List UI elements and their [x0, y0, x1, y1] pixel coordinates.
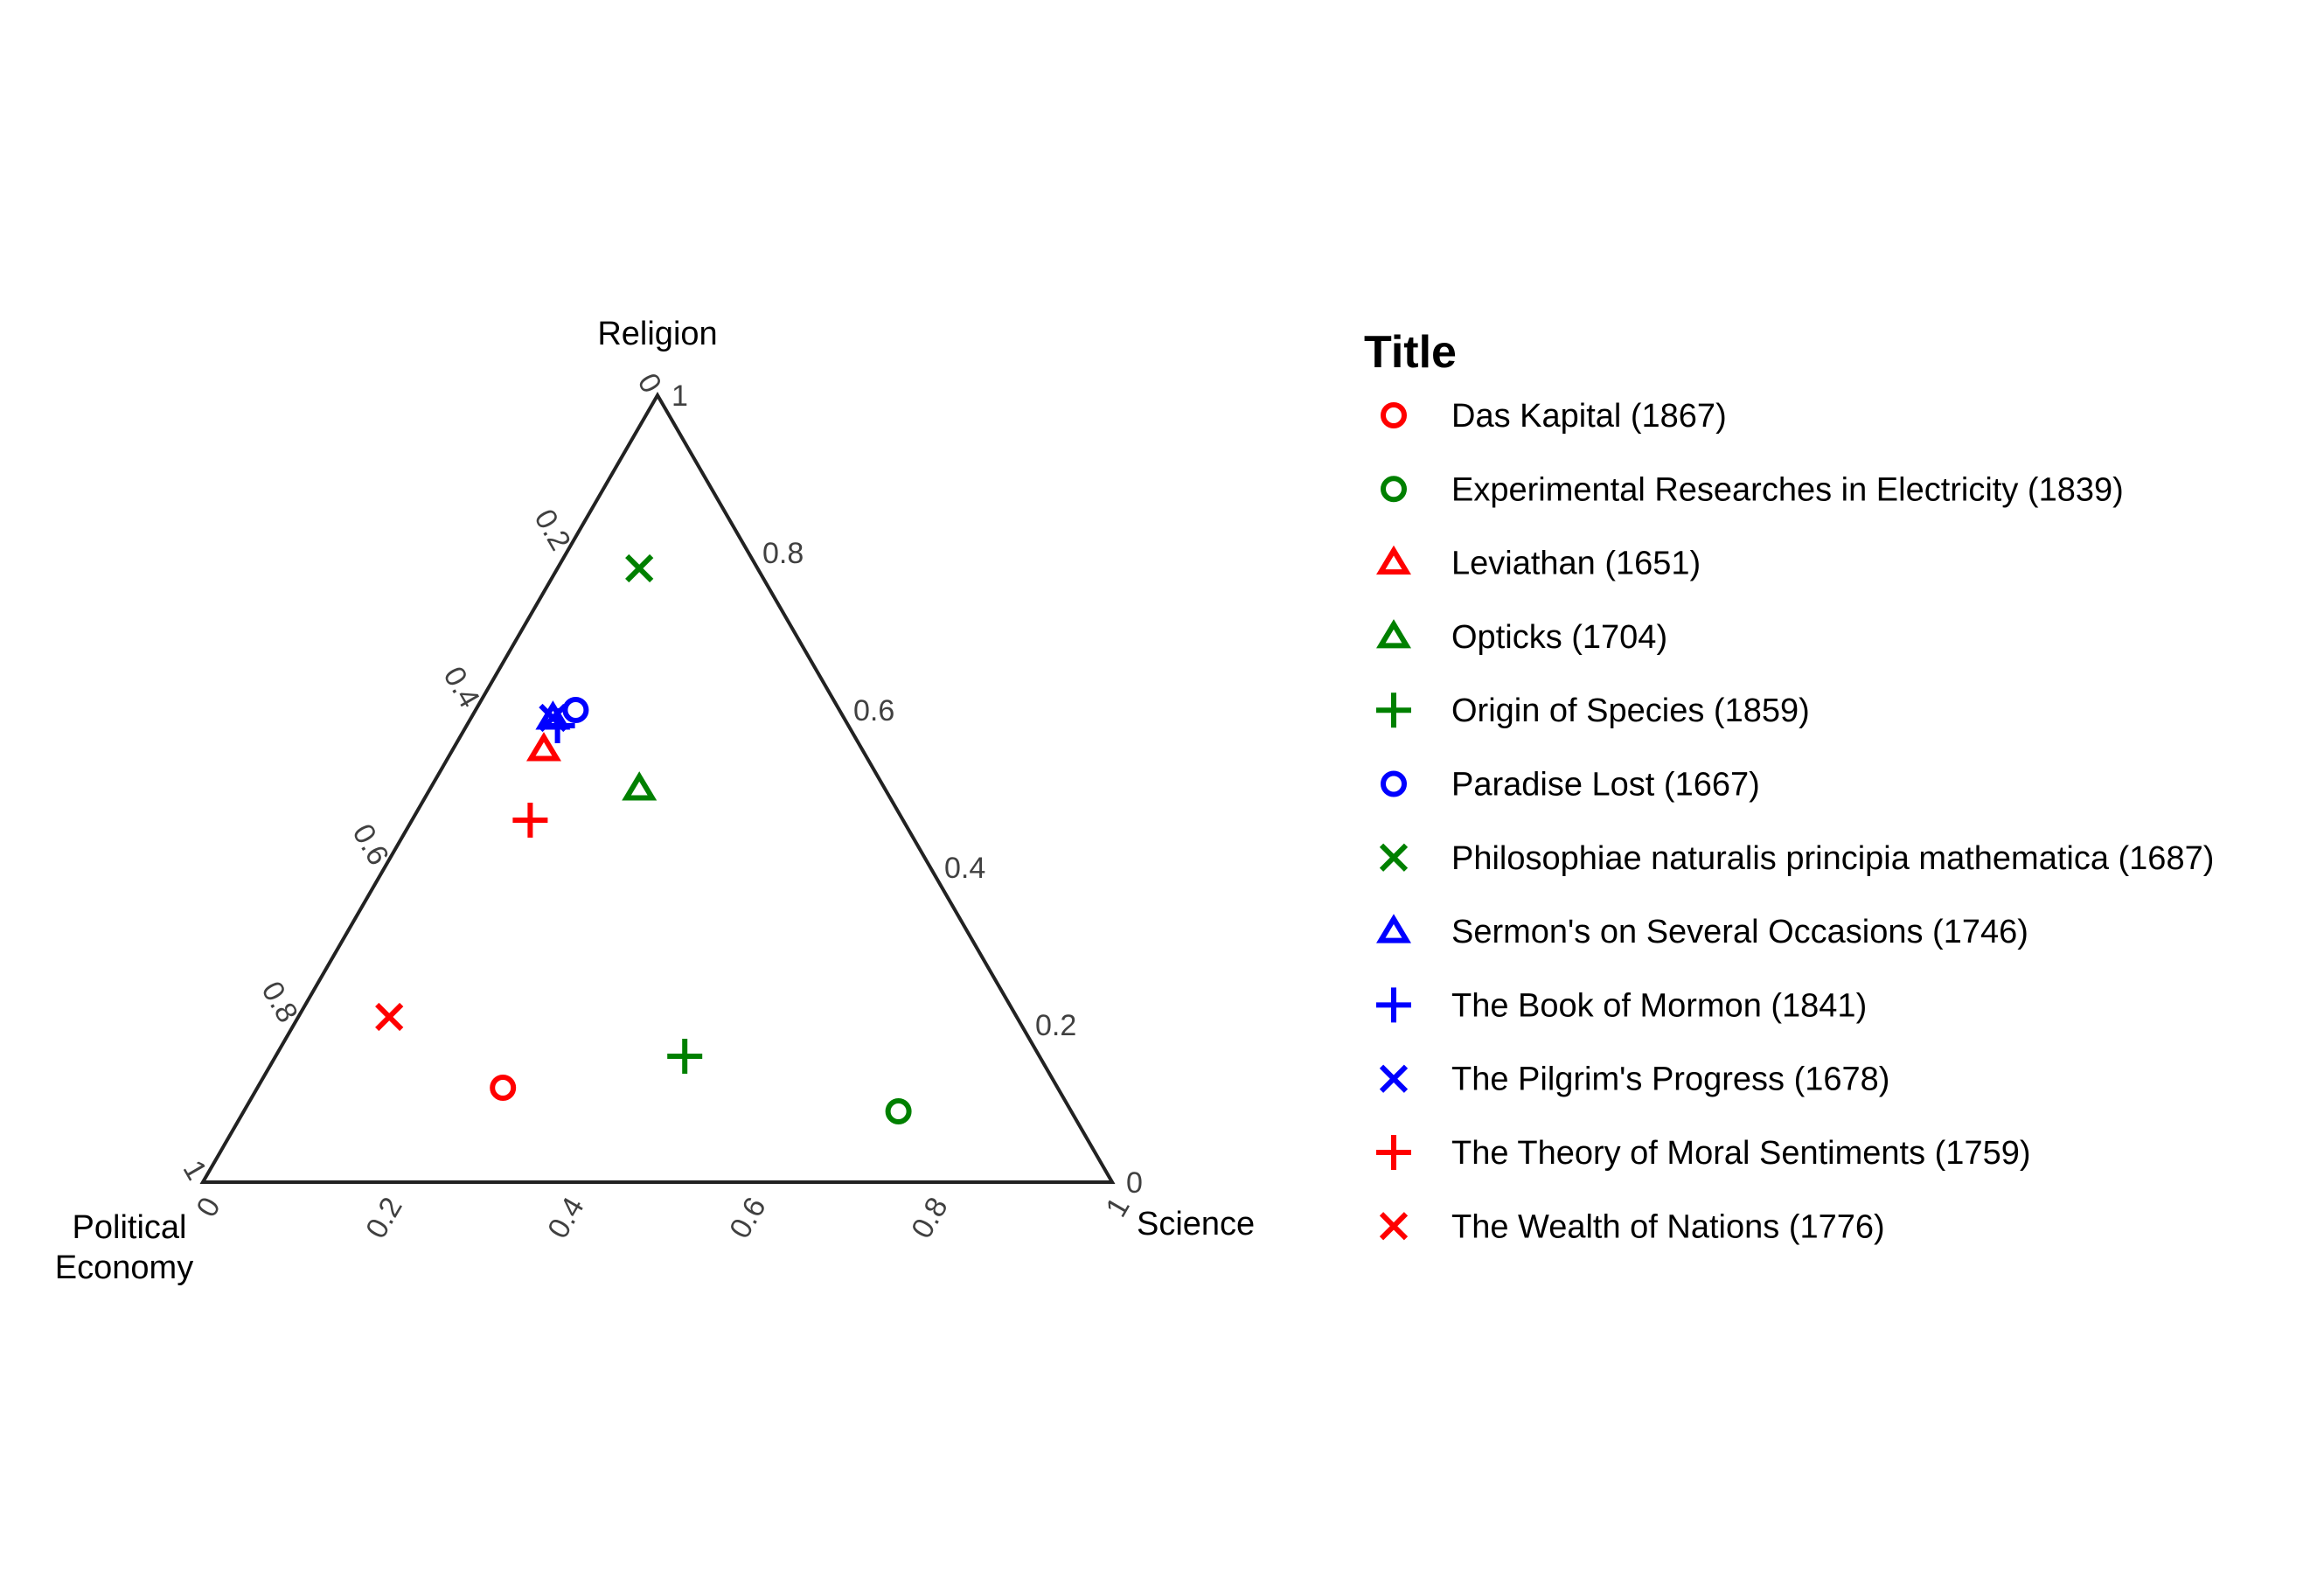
ternary-triangle [199, 392, 1116, 1184]
axis-title-political-economy-line1: Political [73, 1209, 187, 1246]
legend-label: Sermon's on Several Occasions (1746) [1451, 914, 2028, 950]
data-point-6 [625, 553, 654, 583]
legend-key-triangle-icon [1376, 545, 1411, 575]
legend-item: Origin of Species (1859) [1376, 693, 1810, 729]
legend-label: Das Kapital (1867) [1451, 398, 1727, 435]
legend-item: The Book of Mormon (1841) [1376, 987, 1867, 1024]
data-point-4 [667, 1039, 703, 1074]
legend-items: Das Kapital (1867) Experimental Researche… [1376, 398, 2214, 1245]
legend-key-circle-icon [1381, 476, 1407, 503]
legend-key-x-icon [1379, 1212, 1409, 1241]
data-point-0 [490, 1075, 517, 1101]
tick-label-religion: 0.4 [944, 852, 985, 885]
legend-key-plus-icon [1376, 1135, 1411, 1170]
axis-titles: Religion Science Political Economy [55, 316, 1255, 1286]
tick-label-political-economy: 0 [631, 368, 668, 399]
legend-item: Philosophiae naturalis principia mathema… [1379, 840, 2214, 877]
tick-label-science: 0.6 [723, 1192, 773, 1244]
legend-item: Experimental Researches in Electricity (… [1381, 471, 2124, 508]
tick-label-religion: 1 [671, 379, 688, 413]
legend-key-triangle-icon [1376, 619, 1411, 649]
tick-label-religion: 0.2 [1035, 1009, 1076, 1042]
legend-label: The Pilgrim's Progress (1678) [1451, 1061, 1889, 1098]
data-point-9 [539, 703, 567, 733]
axis-title-religion: Religion [597, 316, 717, 352]
legend: Title Das Kapital (1867) Experimental Res… [1364, 327, 2214, 1245]
tick-label-science: 0 [190, 1192, 226, 1222]
legend-key-plus-icon [1376, 693, 1411, 728]
data-point-10 [512, 803, 548, 838]
legend-item: The Pilgrim's Progress (1678) [1379, 1061, 1889, 1098]
tick-label-science: 0.8 [905, 1192, 955, 1244]
data-point-1 [885, 1098, 912, 1124]
axis-title-political-economy-line2: Economy [55, 1249, 193, 1286]
tick-label-science: 0.4 [541, 1192, 591, 1244]
legend-key-circle-icon [1381, 402, 1407, 428]
legend-item: Leviathan (1651) [1376, 545, 1701, 582]
legend-label: Paradise Lost (1667) [1451, 767, 1760, 804]
tick-label-religion: 0.6 [853, 694, 894, 727]
legend-label: Philosophiae naturalis principia mathema… [1451, 840, 2214, 877]
data-point-11 [375, 1002, 404, 1032]
legend-key-x-icon [1379, 1064, 1409, 1093]
legend-key-plus-icon [1376, 987, 1411, 1023]
legend-item: Sermon's on Several Occasions (1746) [1376, 914, 2028, 950]
legend-item: Paradise Lost (1667) [1381, 767, 1760, 804]
axis-title-science: Science [1137, 1206, 1255, 1242]
legend-item: Opticks (1704) [1376, 619, 1667, 656]
legend-label: Leviathan (1651) [1451, 546, 1701, 582]
legend-item: The Wealth of Nations (1776) [1379, 1208, 1885, 1245]
tick-label-religion: 0 [1126, 1166, 1143, 1200]
tick-label-science: 0.2 [359, 1192, 409, 1244]
legend-key-x-icon [1379, 843, 1409, 872]
legend-item: Das Kapital (1867) [1381, 398, 1727, 435]
legend-label: Opticks (1704) [1451, 619, 1667, 656]
data-points [375, 553, 912, 1124]
legend-label: The Wealth of Nations (1776) [1451, 1208, 1885, 1245]
legend-label: Origin of Species (1859) [1451, 693, 1810, 729]
legend-title: Title [1364, 327, 1457, 378]
tick-label-religion: 0.8 [762, 537, 804, 570]
legend-key-circle-icon [1381, 770, 1407, 797]
legend-item: The Theory of Moral Sentiments (1759) [1376, 1135, 2031, 1172]
legend-label: The Theory of Moral Sentiments (1759) [1451, 1135, 2031, 1172]
data-point-2 [526, 732, 561, 762]
legend-label: Experimental Researches in Electricity (… [1451, 471, 2124, 508]
data-point-5 [562, 697, 589, 723]
legend-key-triangle-icon [1376, 914, 1411, 943]
data-point-3 [622, 771, 658, 801]
legend-label: The Book of Mormon (1841) [1451, 987, 1867, 1024]
